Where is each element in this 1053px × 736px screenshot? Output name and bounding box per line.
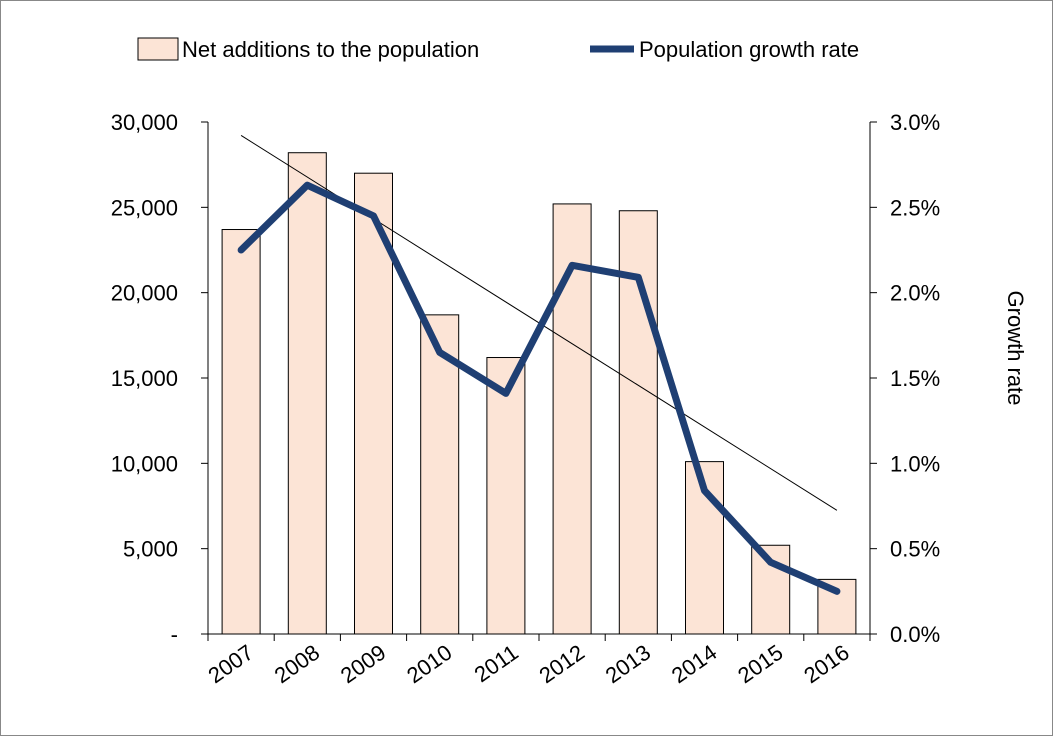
right-tick-label: 1.0% bbox=[890, 451, 940, 476]
left-tick-label: 15,000 bbox=[111, 366, 178, 391]
left-tick-label: 5,000 bbox=[123, 537, 178, 562]
right-tick-label: 3.0% bbox=[890, 110, 940, 135]
legend-label-bars: Net additions to the population bbox=[182, 37, 479, 62]
growth-rate-line bbox=[237, 181, 841, 595]
bar-2012 bbox=[552, 203, 592, 635]
legend-swatch-bars bbox=[137, 37, 179, 61]
left-tick-label: 10,000 bbox=[111, 451, 178, 476]
right-axis-title: Growth rate bbox=[1003, 291, 1028, 406]
left-tick-label: - bbox=[171, 622, 178, 647]
left-tick-label: 30,000 bbox=[111, 110, 178, 135]
left-tick-label: 25,000 bbox=[111, 195, 178, 220]
legend-label-line: Population growth rate bbox=[639, 37, 859, 62]
right-tick-label: 2.0% bbox=[890, 281, 940, 306]
right-tick-label: 0.5% bbox=[890, 537, 940, 562]
bar-2007 bbox=[221, 229, 261, 635]
right-tick-label: 1.5% bbox=[890, 366, 940, 391]
right-tick-label: 2.5% bbox=[890, 195, 940, 220]
bar-2008 bbox=[287, 152, 327, 635]
left-tick-label: 20,000 bbox=[111, 281, 178, 306]
right-tick-label: 0.0% bbox=[890, 622, 940, 647]
bar-2011 bbox=[486, 357, 526, 635]
legend: Net additions to the population Populati… bbox=[137, 37, 859, 62]
